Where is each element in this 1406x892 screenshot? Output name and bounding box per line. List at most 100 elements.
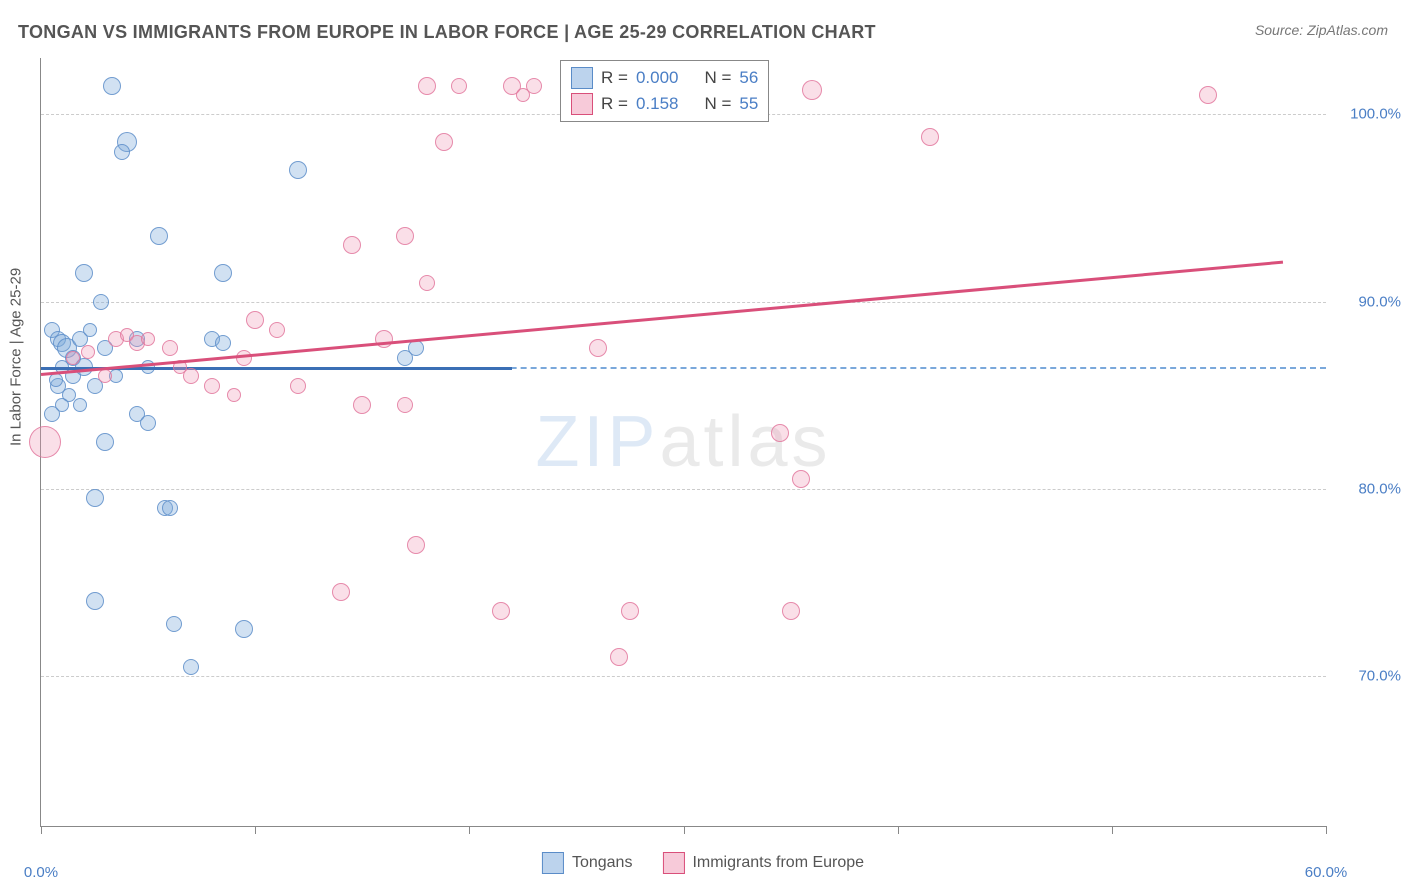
scatter-point (183, 659, 199, 675)
r-value: 0.158 (636, 94, 679, 114)
legend-item: Immigrants from Europe (662, 852, 864, 874)
x-tick-label: 60.0% (1305, 864, 1348, 881)
x-tick (469, 826, 470, 834)
scatter-point (290, 378, 306, 394)
n-value: 56 (739, 68, 758, 88)
scatter-point (332, 583, 350, 601)
scatter-point (397, 350, 413, 366)
scatter-point (419, 275, 435, 291)
legend-label: Tongans (572, 854, 633, 872)
y-tick-label: 70.0% (1358, 668, 1401, 685)
scatter-point (435, 133, 453, 151)
scatter-point (1199, 86, 1217, 104)
scatter-point (792, 470, 810, 488)
scatter-point (451, 78, 467, 94)
scatter-point (621, 602, 639, 620)
scatter-point (289, 161, 307, 179)
scatter-point (802, 80, 822, 100)
n-label: N = (704, 94, 731, 114)
y-tick-label: 100.0% (1350, 106, 1401, 123)
scatter-point (246, 311, 264, 329)
scatter-point (610, 648, 628, 666)
scatter-point (73, 398, 87, 412)
scatter-point (114, 144, 130, 160)
legend-item: Tongans (542, 852, 633, 874)
scatter-point (204, 378, 220, 394)
watermark-atlas: atlas (659, 402, 831, 482)
y-tick-label: 90.0% (1358, 293, 1401, 310)
legend-stats: R = 0.000 N = 56 R = 0.158 N = 55 (560, 60, 769, 122)
scatter-point (166, 616, 182, 632)
gridline (41, 302, 1326, 303)
scatter-point (49, 373, 63, 387)
scatter-point (396, 227, 414, 245)
x-tick (255, 826, 256, 834)
scatter-point (162, 340, 178, 356)
scatter-point (83, 323, 97, 337)
scatter-point (103, 77, 121, 95)
scatter-point (782, 602, 800, 620)
scatter-point (93, 294, 109, 310)
legend-row: R = 0.158 N = 55 (571, 91, 758, 117)
gridline (41, 676, 1326, 677)
scatter-point (397, 397, 413, 413)
scatter-point (214, 264, 232, 282)
scatter-point (921, 128, 939, 146)
r-label: R = (601, 68, 628, 88)
x-tick (1326, 826, 1327, 834)
chart-title: TONGAN VS IMMIGRANTS FROM EUROPE IN LABO… (18, 22, 876, 43)
chart-area: ZIPatlas 70.0%80.0%90.0%100.0%0.0%60.0% (40, 58, 1326, 827)
n-label: N = (704, 68, 731, 88)
scatter-point (375, 330, 393, 348)
legend-series: Tongans Immigrants from Europe (542, 852, 864, 874)
scatter-point (96, 433, 114, 451)
legend-swatch-pink (662, 852, 684, 874)
x-tick (684, 826, 685, 834)
source-label: Source: ZipAtlas.com (1255, 22, 1388, 38)
n-value: 55 (739, 94, 758, 114)
scatter-point (353, 396, 371, 414)
scatter-point (492, 602, 510, 620)
x-tick (898, 826, 899, 834)
watermark-zip: ZIP (535, 402, 659, 482)
scatter-point (81, 345, 95, 359)
legend-swatch-blue (542, 852, 564, 874)
scatter-point (162, 500, 178, 516)
x-tick-label: 0.0% (24, 864, 58, 881)
scatter-point (141, 332, 155, 346)
scatter-point (227, 388, 241, 402)
scatter-point (44, 406, 60, 422)
scatter-point (269, 322, 285, 338)
x-tick (41, 826, 42, 834)
legend-swatch-blue (571, 67, 593, 89)
gridline (41, 489, 1326, 490)
scatter-point (236, 350, 252, 366)
scatter-point (140, 415, 156, 431)
scatter-point (771, 424, 789, 442)
watermark: ZIPatlas (535, 401, 831, 483)
legend-label: Immigrants from Europe (692, 854, 864, 872)
scatter-point (150, 227, 168, 245)
page-container: TONGAN VS IMMIGRANTS FROM EUROPE IN LABO… (0, 0, 1406, 892)
scatter-point (75, 264, 93, 282)
scatter-point (98, 369, 112, 383)
scatter-point (29, 426, 61, 458)
r-label: R = (601, 94, 628, 114)
scatter-point (343, 236, 361, 254)
scatter-point (86, 489, 104, 507)
scatter-point (235, 620, 253, 638)
r-value: 0.000 (636, 68, 679, 88)
y-tick-label: 80.0% (1358, 480, 1401, 497)
scatter-point (86, 592, 104, 610)
scatter-point (526, 78, 542, 94)
scatter-point (418, 77, 436, 95)
scatter-point (407, 536, 425, 554)
scatter-point (215, 335, 231, 351)
x-tick (1112, 826, 1113, 834)
scatter-point (183, 368, 199, 384)
legend-row: R = 0.000 N = 56 (571, 65, 758, 91)
scatter-point (66, 351, 80, 365)
legend-swatch-pink (571, 93, 593, 115)
y-axis-label: In Labor Force | Age 25-29 (8, 268, 25, 446)
scatter-point (589, 339, 607, 357)
